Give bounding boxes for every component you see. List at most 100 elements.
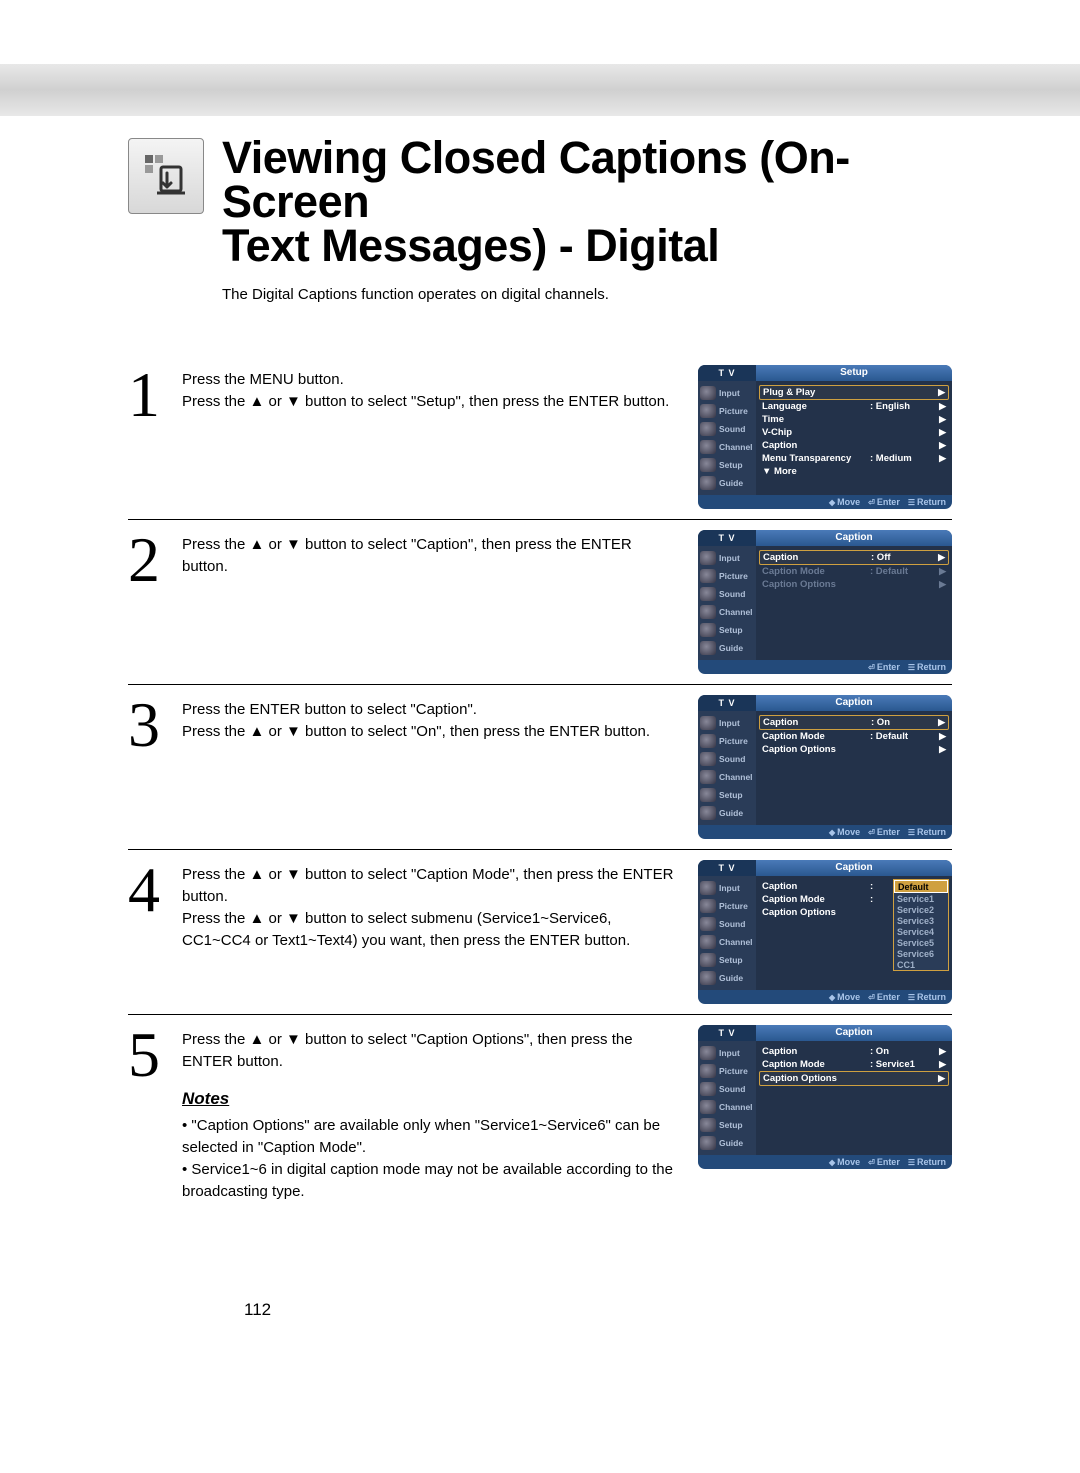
osd-sidebar-icon bbox=[700, 1064, 716, 1078]
osd-row-label: Caption Options bbox=[763, 1073, 871, 1084]
osd-menu-row: Plug & Play▶ bbox=[759, 385, 949, 400]
osd-menu-row: Caption Options ▶ bbox=[759, 1071, 949, 1086]
osd-row-label: Caption bbox=[762, 881, 870, 892]
osd-sidebar-item: Setup bbox=[700, 456, 754, 474]
osd-sidebar-item: Guide bbox=[700, 639, 754, 657]
osd-row-label: Caption Options bbox=[762, 744, 870, 755]
osd-sidebar-icon bbox=[700, 569, 716, 583]
osd-sidebar-label: Picture bbox=[719, 571, 748, 581]
osd-row-label: V-Chip bbox=[762, 427, 870, 438]
osd-footer-label: Return bbox=[917, 497, 946, 507]
step-number: 5 bbox=[128, 1025, 172, 1202]
osd-sidebar-item: Guide bbox=[700, 969, 754, 987]
osd-main-panel: Plug & Play▶Language: English▶Time▶V-Chi… bbox=[756, 381, 952, 495]
osd-sidebar-label: Guide bbox=[719, 973, 743, 983]
osd-sidebar-icon bbox=[700, 953, 716, 967]
osd-dropdown-item: Service1 bbox=[894, 893, 948, 904]
osd-row-label: Caption Mode bbox=[762, 566, 870, 577]
osd-sidebar-item: Channel bbox=[700, 603, 754, 621]
osd-menu-row: Caption▶ bbox=[759, 439, 949, 452]
arrow-right-icon: ▶ bbox=[936, 579, 946, 590]
osd-sidebar-item: Channel bbox=[700, 768, 754, 786]
osd-row-value: : Default bbox=[870, 566, 936, 577]
osd-row-value: : Default bbox=[870, 731, 936, 742]
arrow-right-icon: ▶ bbox=[935, 552, 945, 563]
osd-footer-hint: ⏎Enter bbox=[868, 827, 900, 837]
osd-sidebar-label: Sound bbox=[719, 589, 745, 599]
osd-sidebar-item: Picture bbox=[700, 402, 754, 420]
osd-footer-label: Move bbox=[837, 497, 860, 507]
osd-sidebar-label: Setup bbox=[719, 790, 743, 800]
osd-sidebar-label: Sound bbox=[719, 919, 745, 929]
osd-footer-label: Enter bbox=[877, 662, 900, 672]
osd-dropdown-item: Service3 bbox=[894, 915, 948, 926]
osd-footer-hint: ☰Return bbox=[908, 1157, 946, 1167]
arrow-right-icon: ▶ bbox=[936, 731, 946, 742]
tv-osd-screenshot: T VCaptionInputPictureSoundChannelSetupG… bbox=[698, 530, 952, 674]
osd-row-label: Caption bbox=[763, 552, 871, 563]
osd-sidebar-icon bbox=[700, 587, 716, 601]
top-gradient-band bbox=[0, 64, 1080, 116]
notes-block: Notes "Caption Options" are available onl… bbox=[182, 1087, 676, 1203]
osd-sidebar-item: Guide bbox=[700, 474, 754, 492]
osd-sidebar-item: Channel bbox=[700, 438, 754, 456]
step-text: Press the ▲ or ▼ button to select "Capti… bbox=[182, 1025, 688, 1202]
note-item: "Caption Options" are available only whe… bbox=[182, 1115, 676, 1159]
osd-sidebar-icon bbox=[700, 605, 716, 619]
arrow-right-icon: ▶ bbox=[936, 401, 946, 412]
tv-osd-screenshot: T VCaptionInputPictureSoundChannelSetupG… bbox=[698, 1025, 952, 1169]
osd-sidebar-icon bbox=[700, 806, 716, 820]
osd-footer-icon: ☰ bbox=[908, 993, 915, 1002]
osd-sidebar-icon bbox=[700, 734, 716, 748]
osd-sidebar-label: Setup bbox=[719, 460, 743, 470]
osd-main-panel: Caption: Off▶Caption Mode: Default▶Capti… bbox=[756, 546, 952, 660]
osd-row-label: Time bbox=[762, 414, 870, 425]
step-number: 2 bbox=[128, 530, 172, 674]
osd-sidebar-label: Setup bbox=[719, 625, 743, 635]
osd-dropdown-item: Service6 bbox=[894, 948, 948, 959]
osd-sidebar-label: Sound bbox=[719, 754, 745, 764]
osd-menu-row: Caption Mode: Service1▶ bbox=[759, 1058, 949, 1071]
osd-sidebar-label: Guide bbox=[719, 478, 743, 488]
osd-dropdown-item: CC1 bbox=[894, 959, 948, 970]
osd-footer-icon: ◆ bbox=[829, 828, 835, 837]
title-line1: Viewing Closed Captions (On-Screen bbox=[222, 132, 850, 227]
tv-osd-screenshot: T VSetupInputPictureSoundChannelSetupGui… bbox=[698, 365, 952, 509]
osd-header-tv: T V bbox=[698, 860, 756, 876]
osd-sidebar-label: Input bbox=[719, 1048, 740, 1058]
osd-sidebar-item: Picture bbox=[700, 897, 754, 915]
osd-footer-label: Enter bbox=[877, 992, 900, 1002]
osd-sidebar-item: Picture bbox=[700, 732, 754, 750]
osd-menu-row: Caption: On▶ bbox=[759, 715, 949, 730]
osd-footer-hint: ☰Return bbox=[908, 497, 946, 507]
osd-sidebar: InputPictureSoundChannelSetupGuide bbox=[698, 876, 756, 990]
osd-footer-icon: ☰ bbox=[908, 828, 915, 837]
osd-header-title: Caption bbox=[756, 1025, 952, 1041]
osd-row-label: Caption bbox=[762, 440, 870, 451]
osd-footer-icon: ⏎ bbox=[868, 1158, 875, 1167]
osd-sidebar-icon bbox=[700, 404, 716, 418]
arrow-right-icon: ▶ bbox=[936, 414, 946, 425]
osd-footer-icon: ☰ bbox=[908, 498, 915, 507]
notes-heading: Notes bbox=[182, 1087, 676, 1112]
osd-footer-hint: ⏎Enter bbox=[868, 662, 900, 672]
osd-menu-row: Caption Options▶ bbox=[759, 578, 949, 591]
osd-footer-icon: ◆ bbox=[829, 993, 835, 1002]
osd-row-value: : On bbox=[870, 1046, 936, 1057]
osd-sidebar-label: Setup bbox=[719, 1120, 743, 1130]
osd-footer-label: Return bbox=[917, 1157, 946, 1167]
osd-footer-label: Enter bbox=[877, 827, 900, 837]
osd-header-title: Caption bbox=[756, 695, 952, 711]
osd-footer-icon: ☰ bbox=[908, 663, 915, 672]
subtitle: The Digital Captions function operates o… bbox=[222, 286, 952, 303]
osd-sidebar-label: Input bbox=[719, 553, 740, 563]
arrow-right-icon: ▶ bbox=[935, 1073, 945, 1084]
osd-sidebar-label: Input bbox=[719, 388, 740, 398]
osd-sidebar-item: Input bbox=[700, 549, 754, 567]
step-screenshot: T VCaptionInputPictureSoundChannelSetupG… bbox=[698, 695, 952, 839]
arrow-right-icon: ▶ bbox=[936, 427, 946, 438]
arrow-right-icon: ▶ bbox=[936, 1046, 946, 1057]
osd-footer-label: Move bbox=[837, 827, 860, 837]
osd-footer-icon: ◆ bbox=[829, 1158, 835, 1167]
osd-menu-row: Caption Mode: Default▶ bbox=[759, 565, 949, 578]
